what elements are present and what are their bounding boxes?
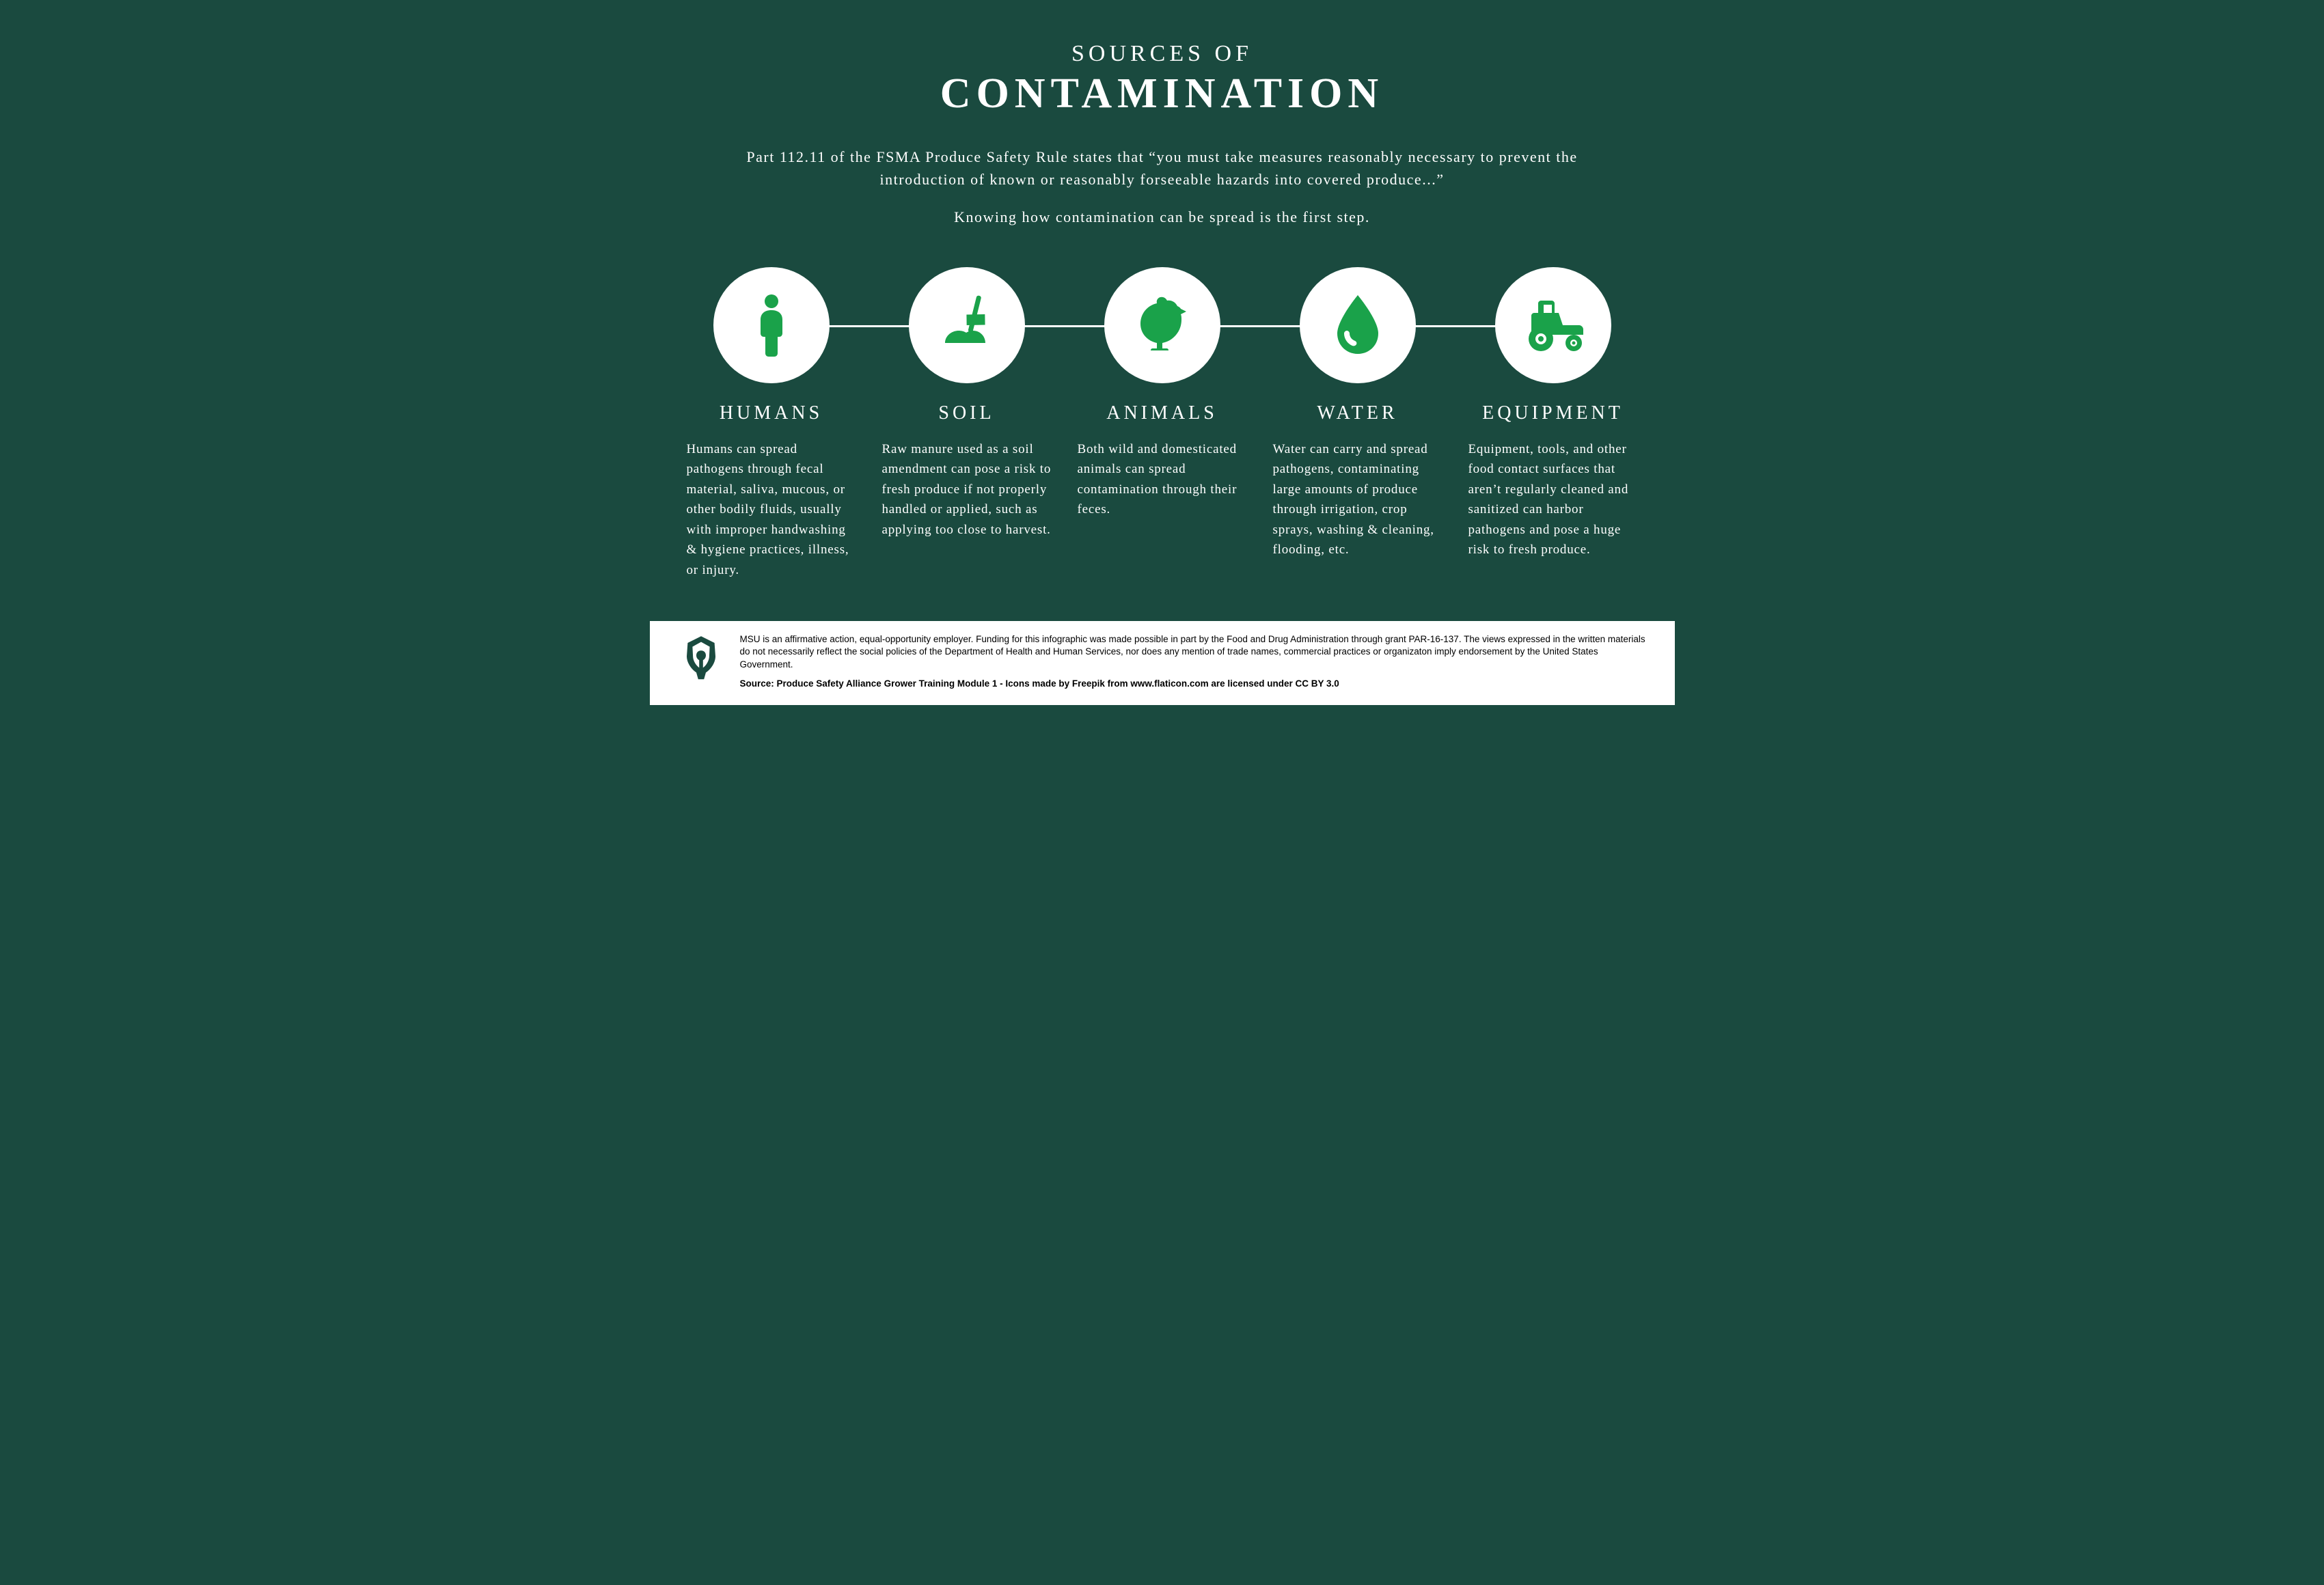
- intro-paragraph-1: Part 112.11 of the FSMA Produce Safety R…: [725, 146, 1600, 191]
- msu-spartan-logo: [677, 633, 725, 685]
- item-title: WATER: [1270, 402, 1445, 424]
- infographic-page: SOURCES OF CONTAMINATION Part 112.11 of …: [650, 0, 1675, 621]
- icon-circle: [1495, 267, 1611, 383]
- water-drop-icon: [1324, 290, 1392, 361]
- item-water: WATER Water can carry and spread pathoge…: [1270, 267, 1445, 580]
- icon-circle: [1104, 267, 1220, 383]
- person-icon: [737, 290, 806, 361]
- chicken-icon: [1128, 290, 1197, 361]
- item-title: ANIMALS: [1075, 402, 1250, 424]
- item-body: Both wild and domesticated animals can s…: [1075, 439, 1250, 520]
- icon-circle: [909, 267, 1025, 383]
- intro-paragraph-2: Knowing how contamination can be spread …: [684, 208, 1641, 226]
- item-title: EQUIPMENT: [1466, 402, 1641, 424]
- item-body: Humans can spread pathogens through feca…: [684, 439, 859, 580]
- item-animals: ANIMALS Both wild and domesticated anima…: [1075, 267, 1250, 580]
- soil-icon: [933, 290, 1001, 361]
- eyebrow-text: SOURCES OF: [684, 41, 1641, 67]
- item-humans: HUMANS Humans can spread pathogens throu…: [684, 267, 859, 580]
- item-soil: SOIL Raw manure used as a soil amendment…: [879, 267, 1054, 580]
- item-title: SOIL: [879, 402, 1054, 424]
- footer: MSU is an affirmative action, equal-oppo…: [650, 621, 1675, 705]
- item-body: Raw manure used as a soil amendment can …: [879, 439, 1054, 540]
- footer-text-block: MSU is an affirmative action, equal-oppo…: [740, 633, 1648, 690]
- item-title: HUMANS: [684, 402, 859, 424]
- main-title: CONTAMINATION: [684, 70, 1641, 118]
- footer-disclaimer: MSU is an affirmative action, equal-oppo…: [740, 633, 1648, 671]
- tractor-icon: [1519, 290, 1587, 361]
- footer-source: Source: Produce Safety Alliance Grower T…: [740, 678, 1648, 690]
- item-body: Equipment, tools, and other food contact…: [1466, 439, 1641, 560]
- item-equipment: EQUIPMENT Equipment, tools, and other fo…: [1466, 267, 1641, 580]
- icon-circle: [1300, 267, 1416, 383]
- icon-circle: [713, 267, 830, 383]
- item-body: Water can carry and spread pathogens, co…: [1270, 439, 1445, 560]
- items-row: HUMANS Humans can spread pathogens throu…: [684, 260, 1641, 621]
